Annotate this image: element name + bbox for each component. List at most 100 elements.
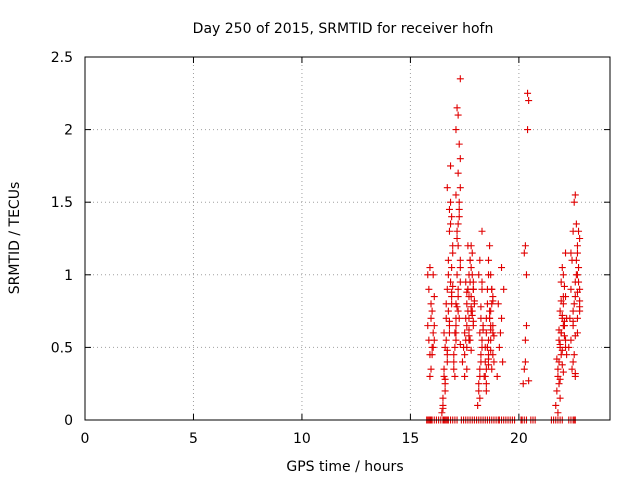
- x-tick-label: 0: [81, 431, 90, 447]
- data-point: [560, 282, 568, 290]
- data-point: [479, 326, 487, 334]
- data-point: [522, 322, 530, 330]
- data-point: [455, 314, 463, 322]
- data-point: [468, 249, 476, 257]
- data-point: [444, 256, 452, 264]
- data-point: [464, 285, 472, 293]
- data-point: [556, 340, 564, 348]
- data-point: [558, 361, 566, 369]
- data-point: [463, 343, 471, 351]
- data-point: [444, 307, 452, 315]
- data-point: [453, 303, 461, 311]
- grid-lines: [85, 57, 610, 420]
- data-point: [466, 256, 474, 264]
- data-point: [463, 365, 471, 373]
- data-point: [483, 300, 491, 308]
- data-point: [463, 288, 471, 296]
- data-point: [572, 220, 580, 228]
- data-point: [558, 346, 566, 354]
- data-point: [447, 198, 455, 206]
- data-point: [452, 300, 460, 308]
- data-point: [463, 322, 471, 330]
- data-point: [573, 271, 581, 279]
- data-point: [478, 336, 486, 344]
- data-point: [520, 249, 528, 257]
- data-point: [519, 380, 527, 388]
- data-point: [453, 104, 461, 112]
- data-point: [452, 336, 460, 344]
- data-point: [557, 297, 565, 305]
- data-point: [455, 140, 463, 148]
- data-point: [558, 264, 566, 272]
- data-point: [454, 293, 462, 301]
- data-point: [481, 358, 489, 366]
- data-point: [468, 271, 476, 279]
- data-point: [571, 293, 579, 301]
- data-point: [443, 358, 451, 366]
- data-point: [444, 271, 452, 279]
- data-point: [487, 307, 495, 315]
- data-point: [559, 322, 567, 330]
- y-tick-label: 2.5: [51, 50, 73, 66]
- data-point: [455, 198, 463, 206]
- data-point: [430, 322, 438, 330]
- data-point: [441, 387, 449, 395]
- data-point: [489, 297, 497, 305]
- x-axis-label: GPS time / hours: [286, 459, 403, 475]
- data-point: [482, 365, 490, 373]
- data-point: [447, 162, 455, 170]
- data-point: [494, 300, 502, 308]
- data-point: [572, 256, 580, 264]
- data-point: [562, 293, 570, 301]
- data-point: [449, 249, 457, 257]
- data-point: [481, 372, 489, 380]
- data-point: [450, 365, 458, 373]
- data-point: [568, 365, 576, 373]
- data-point: [461, 372, 469, 380]
- data-point: [569, 317, 577, 325]
- data-point: [573, 288, 581, 296]
- data-point: [451, 343, 459, 351]
- y-tick-labels: 0 0.5 1 1.5 2 2.5: [51, 50, 73, 429]
- data-point: [468, 307, 476, 315]
- data-point: [567, 336, 575, 344]
- data-point: [490, 358, 498, 366]
- data-point: [476, 329, 484, 337]
- data-point: [498, 264, 506, 272]
- data-point: [424, 322, 432, 330]
- data-point: [556, 375, 564, 383]
- data-point: [499, 358, 507, 366]
- data-point: [560, 332, 568, 340]
- data-point: [522, 271, 530, 279]
- data-point: [556, 307, 564, 315]
- data-point: [452, 329, 460, 337]
- data-point: [576, 303, 584, 311]
- data-point: [465, 326, 473, 334]
- data-point: [571, 191, 579, 199]
- data-point: [453, 235, 461, 242]
- data-point: [439, 404, 447, 412]
- data-point: [500, 285, 508, 293]
- data-point: [458, 358, 466, 366]
- data-point: [482, 387, 490, 395]
- data-point: [493, 372, 501, 380]
- data-point: [524, 126, 532, 134]
- data-point: [430, 336, 438, 344]
- data-point: [440, 372, 448, 380]
- data-point: [553, 387, 561, 395]
- chart-title: Day 250 of 2015, SRMTID for receiver hof…: [193, 21, 494, 37]
- data-point: [442, 300, 450, 308]
- y-tick-label: 0.5: [51, 340, 73, 356]
- data-point: [525, 97, 533, 105]
- data-point: [448, 264, 456, 272]
- data-point: [476, 256, 484, 264]
- data-point: [571, 278, 579, 286]
- data-point: [445, 317, 453, 325]
- data-point: [475, 387, 483, 395]
- data-point: [454, 242, 462, 250]
- data-point: [567, 249, 575, 257]
- data-point: [498, 314, 506, 322]
- data-point: [477, 303, 485, 311]
- data-point: [454, 111, 462, 119]
